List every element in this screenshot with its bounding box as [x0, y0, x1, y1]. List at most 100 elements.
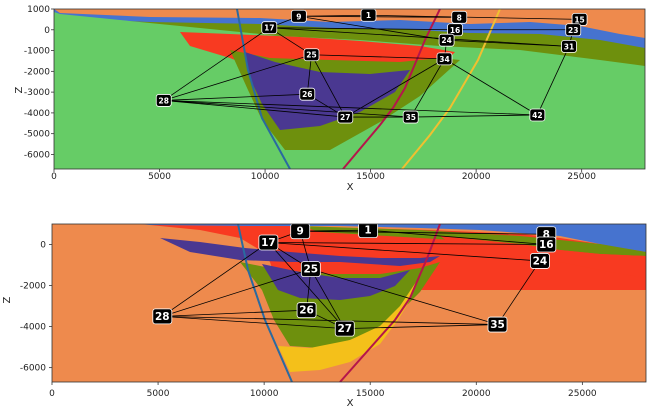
x-tick-label: 15000 — [356, 389, 385, 399]
y-tick-label: -2000 — [20, 282, 46, 292]
node-1: 1 — [358, 224, 378, 239]
x-tick-label: 0 — [49, 389, 55, 399]
top-fault-yellow — [401, 9, 501, 169]
node-label: 34 — [439, 55, 449, 64]
x-tick-label: 20000 — [462, 172, 491, 182]
network-edge — [444, 58, 538, 116]
network-edge — [269, 27, 456, 31]
node-label: 42 — [532, 111, 542, 120]
node-marker — [561, 40, 577, 53]
bottom-yellow-body — [278, 276, 420, 372]
top-network-edges — [163, 14, 580, 118]
node-marker — [529, 108, 546, 122]
network-edge — [268, 242, 540, 262]
node-label: 28 — [155, 311, 170, 323]
top-fault-blue — [236, 9, 291, 169]
network-edge — [163, 54, 312, 101]
network-edge — [163, 100, 538, 116]
x-tick-label: 25000 — [568, 389, 597, 399]
node-label: 24 — [441, 36, 451, 45]
top-y-axis-label: Z — [14, 86, 25, 93]
node-label: 35 — [490, 319, 505, 331]
node-marker — [530, 253, 550, 269]
network-edge — [268, 242, 346, 329]
network-edge — [269, 27, 570, 47]
node-label: 27 — [337, 323, 352, 335]
node-34: 34 — [436, 52, 453, 66]
node-label: 8 — [457, 13, 462, 22]
top-x-axis-label: X — [347, 182, 354, 193]
network-edge — [536, 46, 570, 116]
node-label: 1 — [364, 225, 371, 237]
node-1: 1 — [360, 9, 377, 22]
node-marker — [299, 87, 316, 101]
node-15: 15 — [571, 12, 588, 26]
network-edge — [410, 114, 538, 118]
node-24: 24 — [530, 253, 550, 269]
network-edge — [368, 14, 580, 20]
network-edge — [368, 229, 547, 245]
node-8: 8 — [451, 10, 468, 24]
network-edge — [311, 54, 445, 60]
bottom-fault-blue — [237, 224, 293, 382]
x-tick-label: 0 — [51, 172, 57, 182]
node-label: 35 — [405, 113, 415, 122]
network-edge — [162, 315, 498, 325]
network-edge — [298, 15, 460, 18]
node-label: 24 — [533, 255, 548, 267]
node-label: 16 — [539, 239, 554, 251]
bottom-panel: 1 8 9 16 17 24 25 26 27 28 35 0 5000 10000 15000 20000… — [2, 223, 647, 406]
bottom-network-nodes: 1 8 9 16 17 24 25 26 27 28 35 — [152, 224, 557, 337]
top-purple-body — [245, 52, 410, 130]
x-tick-label: 10000 — [250, 389, 279, 399]
y-tick-label: -4000 — [20, 323, 46, 333]
node-marker — [334, 320, 355, 337]
bottom-x-ticks: 0 5000 10000 15000 20000 25000 — [49, 382, 597, 399]
y-tick-label: -5000 — [24, 130, 50, 140]
node-16: 16 — [447, 23, 463, 37]
network-edge — [306, 54, 312, 95]
x-tick-label: 15000 — [356, 172, 385, 182]
node-marker — [358, 224, 378, 239]
network-edge — [163, 27, 270, 101]
node-label: 26 — [299, 305, 314, 317]
x-tick-label: 20000 — [462, 389, 491, 399]
node-marker — [290, 224, 311, 240]
node-24: 24 — [438, 33, 455, 47]
node-26: 26 — [296, 302, 317, 319]
top-plot-area: 1 8 9 15 16 17 23 24 25 26 27 28 31 34 35 42 — [54, 9, 645, 169]
top-x-ticks: 0 5000 10000 15000 20000 25000 — [51, 169, 596, 182]
y-tick-label: -2000 — [24, 67, 50, 77]
node-marker — [155, 94, 172, 107]
bottom-orange-left — [52, 224, 290, 382]
node-marker — [258, 234, 279, 251]
node-label: 25 — [304, 264, 319, 276]
node-label: 8 — [543, 229, 550, 241]
node-marker — [300, 261, 321, 278]
node-35: 35 — [487, 316, 508, 333]
network-edge — [163, 100, 346, 118]
node-marker — [337, 110, 354, 124]
y-tick-label: -1000 — [24, 47, 50, 57]
node-42: 42 — [529, 108, 546, 122]
node-marker — [303, 48, 320, 62]
node-marker — [447, 23, 463, 37]
node-27: 27 — [334, 320, 355, 337]
network-edge — [311, 54, 346, 118]
y-tick-label: -6000 — [24, 150, 50, 160]
node-label: 17 — [261, 237, 276, 249]
node-17: 17 — [261, 21, 278, 35]
bottom-x-axis-label: X — [347, 398, 354, 406]
node-label: 1 — [366, 11, 371, 20]
node-label: 28 — [159, 96, 169, 105]
x-tick-label: 5000 — [148, 172, 171, 182]
node-marker — [438, 33, 455, 47]
node-23: 23 — [565, 23, 582, 37]
node-label: 9 — [297, 226, 304, 238]
top-y-ticks: 1000 0 -1000 -2000 -3000 -4000 -5000 -6000 — [24, 5, 54, 160]
node-9: 9 — [290, 224, 311, 240]
y-tick-label: -6000 — [20, 364, 46, 374]
node-28: 28 — [152, 308, 173, 325]
network-edge — [300, 230, 547, 235]
bottom-plot-area: 1 8 9 16 17 24 25 26 27 28 35 — [52, 224, 646, 382]
